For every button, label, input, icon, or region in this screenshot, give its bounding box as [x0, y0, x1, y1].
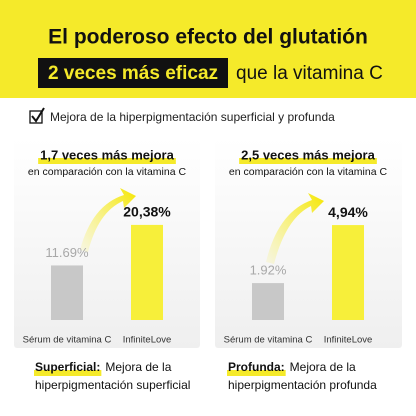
highlight-text: 2 veces más eficaz: [48, 63, 218, 84]
category-label: InfiniteLove: [123, 335, 172, 346]
value-label: 1.92%: [250, 263, 287, 278]
value-label: 20,38%: [123, 204, 171, 220]
chart-subtitle: en comparación con la vitamina C: [229, 166, 388, 178]
footnote-lead: Superficial:: [35, 360, 100, 374]
arrow: [80, 188, 136, 252]
title-highlight: [239, 158, 377, 164]
checkbox: [29, 110, 43, 124]
chart-subtitle: en comparación con la vitamina C: [28, 166, 187, 178]
footnote-line: Mejora de la: [105, 360, 171, 374]
category-label: InfiniteLove: [324, 335, 373, 346]
chart-title: 1,7 veces más mejora: [40, 147, 174, 162]
checkmark: [31, 107, 45, 123]
bar: [51, 265, 83, 320]
lead-highlight: [34, 370, 102, 376]
footnote-lead: Profunda:: [228, 360, 285, 374]
claim: Mejora de la hiperpigmentación superfici…: [50, 110, 335, 124]
category-label: Sérum de vitamina C: [23, 335, 112, 346]
highlight-box: [38, 58, 228, 88]
bar: [332, 225, 364, 320]
chart-title: 2,5 veces más mejora: [241, 147, 375, 162]
category-label: Sérum de vitamina C: [224, 335, 313, 346]
value-label: 4,94%: [328, 204, 368, 220]
lead-highlight: [227, 370, 286, 376]
value-label: 11.69%: [45, 245, 89, 260]
bar: [131, 224, 163, 320]
subtitle-rest: que la vitamina C: [236, 63, 383, 84]
footnote-line: hiperpigmentación superficial: [35, 378, 190, 392]
arrow: [266, 193, 324, 264]
footnote-line: hiperpigmentación profunda: [228, 378, 377, 392]
title: El poderoso efecto del glutatión: [48, 26, 368, 49]
title-highlight: [38, 158, 176, 164]
footnote-line: Mejora de la: [290, 360, 356, 374]
bar: [252, 283, 284, 320]
